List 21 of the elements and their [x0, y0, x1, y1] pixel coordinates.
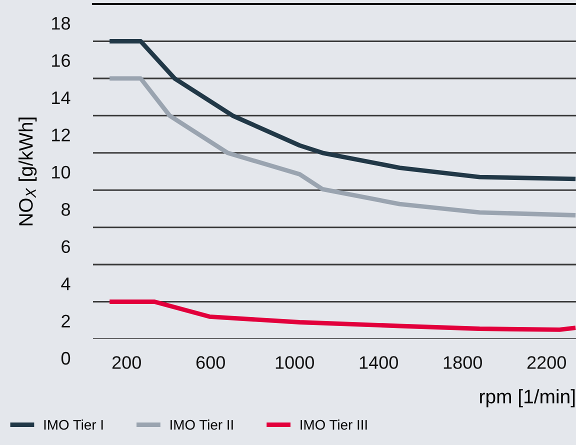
- legend-label: IMO Tier III: [300, 420, 367, 430]
- y-tick-label: 2: [62, 314, 70, 328]
- y-tick-label: 4: [61, 278, 70, 290]
- y-tick-label: 0: [61, 352, 70, 365]
- y-tick-label: 16: [52, 54, 70, 67]
- legend-label: IMO Tier II: [170, 420, 233, 430]
- y-tick-label: 12: [52, 128, 70, 142]
- x-tick-label: 1400: [360, 356, 398, 369]
- legend-label: IMO Tier I: [44, 420, 103, 430]
- y-tick-label: 14: [52, 92, 70, 104]
- y-tick-label: 6: [62, 240, 70, 254]
- x-tick-label: 2200: [527, 356, 566, 369]
- y-axis-title: NO$_{X}$ [g/kWh]: [18, 118, 37, 226]
- x-tick-label: 1000: [276, 356, 314, 369]
- x-tick-label: 600: [196, 356, 225, 369]
- x-tick-label: 1800: [444, 356, 482, 369]
- y-tick-label: 8: [62, 203, 70, 216]
- y-tick-label: 18: [52, 16, 70, 30]
- x-tick-label: 200: [112, 356, 141, 369]
- y-tick-label: 10: [52, 166, 70, 179]
- x-axis-title: rpm [1/min]: [480, 389, 575, 408]
